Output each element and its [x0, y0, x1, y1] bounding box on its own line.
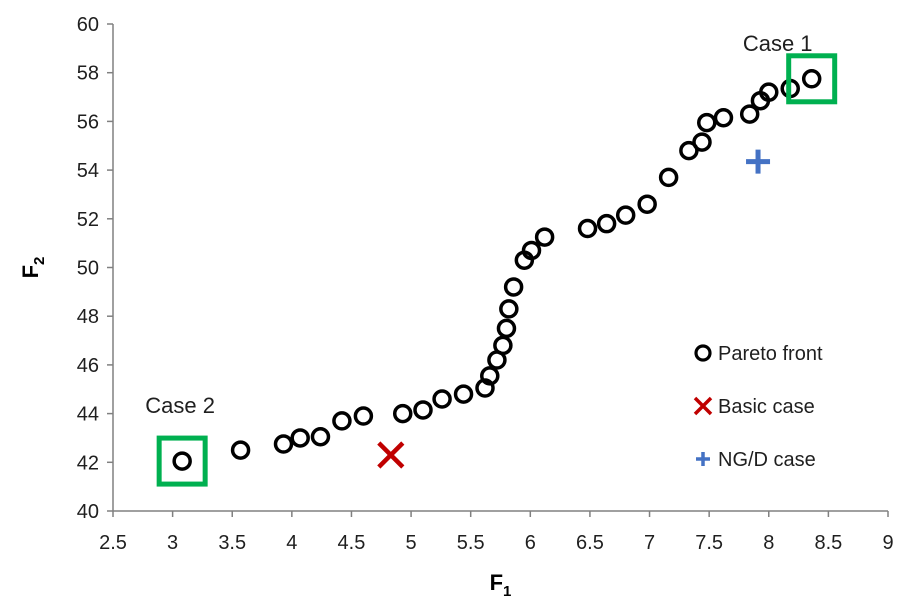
pareto-front-point [332, 411, 352, 431]
pareto-front-point [521, 240, 542, 261]
x-axis-title-main: F [490, 570, 503, 595]
pareto-front-point [499, 299, 519, 319]
pareto-front-point [290, 428, 310, 448]
pareto-front-point [637, 194, 657, 214]
pareto-front-point [493, 335, 513, 356]
ng-d-case-point [746, 149, 771, 174]
x-tick-label: 5 [406, 532, 417, 554]
case-2-highlight-box [156, 435, 208, 487]
pareto-front-point [596, 213, 617, 234]
pareto-front-point [496, 318, 517, 339]
x-axis-title-sub: 1 [503, 583, 511, 600]
pareto-front-point [739, 104, 760, 124]
pareto-front-point [534, 227, 555, 247]
pareto-front-point [230, 440, 251, 460]
x-tick-label: 6.5 [576, 532, 604, 554]
x-tick-label: 3 [167, 532, 178, 554]
x-tick-label: 5.5 [457, 532, 485, 554]
case-1-highlight-box [786, 53, 838, 105]
y-tick-label: 48 [77, 306, 99, 328]
y-tick-label: 50 [77, 258, 99, 280]
y-tick-label: 60 [77, 14, 99, 36]
legend-item-pareto-front: Pareto front [694, 343, 823, 365]
pareto-front-point [692, 132, 712, 152]
legend-marker-ng-d-case [696, 452, 710, 466]
y-tick-label: 54 [77, 160, 99, 182]
pareto-front-point [310, 426, 331, 447]
y-tick-label: 44 [77, 404, 99, 426]
x-tick-label: 7 [644, 532, 655, 554]
pareto-front-point [679, 140, 699, 161]
pareto-front-point [503, 277, 524, 297]
legend: Pareto front Basic case NG/D case [693, 343, 823, 471]
pareto-front-point [658, 167, 679, 188]
x-ticks: 2.5 3 3.5 4 4.5 5 5.5 6 6.5 7 7.5 8 8.5 9 [99, 511, 894, 554]
y-axis-title-sub: 2 [31, 257, 48, 265]
x-tick-label: 7.5 [695, 532, 723, 554]
y-tick-label: 46 [77, 355, 99, 377]
case-2-label: Case 2 [145, 393, 215, 418]
x-tick-label: 2.5 [99, 532, 127, 554]
y-tick-label: 40 [77, 501, 99, 523]
pareto-front-point [615, 205, 636, 225]
plot-points [172, 69, 822, 471]
annotations: Case 1 Case 2 [145, 31, 812, 418]
pareto-front-point [713, 107, 734, 128]
x-tick-label: 8.5 [814, 532, 842, 554]
case-1-label: Case 1 [743, 31, 813, 56]
x-tick-label: 9 [882, 532, 893, 554]
legend-marker-pareto-front [694, 344, 712, 362]
pareto-front-point [392, 403, 413, 424]
pareto-front-point [480, 366, 500, 386]
pareto-front-point [801, 69, 822, 89]
legend-label-pareto-front: Pareto front [718, 343, 823, 365]
x-tick-label: 4.5 [338, 532, 366, 554]
x-axis-title: F1 [490, 570, 512, 600]
x-tick-label: 8 [763, 532, 774, 554]
pareto-front-point [172, 451, 192, 471]
pareto-front-point [432, 389, 452, 409]
x-tick-label: 3.5 [218, 532, 246, 554]
y-axis-title: F2 [18, 257, 48, 279]
y-tick-label: 52 [77, 209, 99, 231]
y-axis-title-main: F [18, 265, 43, 278]
x-tick-label: 6 [525, 532, 536, 554]
pareto-front-point [273, 434, 294, 454]
y-tick-label: 58 [77, 63, 99, 85]
legend-label-ng-d-case: NG/D case [718, 449, 816, 471]
pareto-front-point [759, 82, 779, 102]
pareto-front-point [353, 406, 374, 426]
legend-label-basic-case: Basic case [718, 396, 815, 418]
axes: 2.5 3 3.5 4 4.5 5 5.5 6 6.5 7 7.5 8 8.5 9 40 42 44 46 48 5… [77, 14, 894, 554]
case-highlights [156, 53, 838, 487]
pareto-front-point [577, 218, 598, 239]
y-tick-label: 42 [77, 452, 99, 474]
y-ticks: 40 42 44 46 48 50 52 54 56 58 60 [77, 14, 113, 523]
x-tick-label: 4 [286, 532, 297, 554]
pareto-front-point [413, 400, 433, 420]
legend-item-basic-case: Basic case [693, 396, 815, 418]
legend-marker-basic-case [693, 396, 713, 416]
pareto-front-point [697, 112, 717, 133]
pareto-front-point [453, 384, 474, 404]
basic-case-point [377, 441, 405, 469]
y-tick-label: 56 [77, 111, 99, 133]
legend-item-ng-d-case: NG/D case [696, 449, 816, 471]
